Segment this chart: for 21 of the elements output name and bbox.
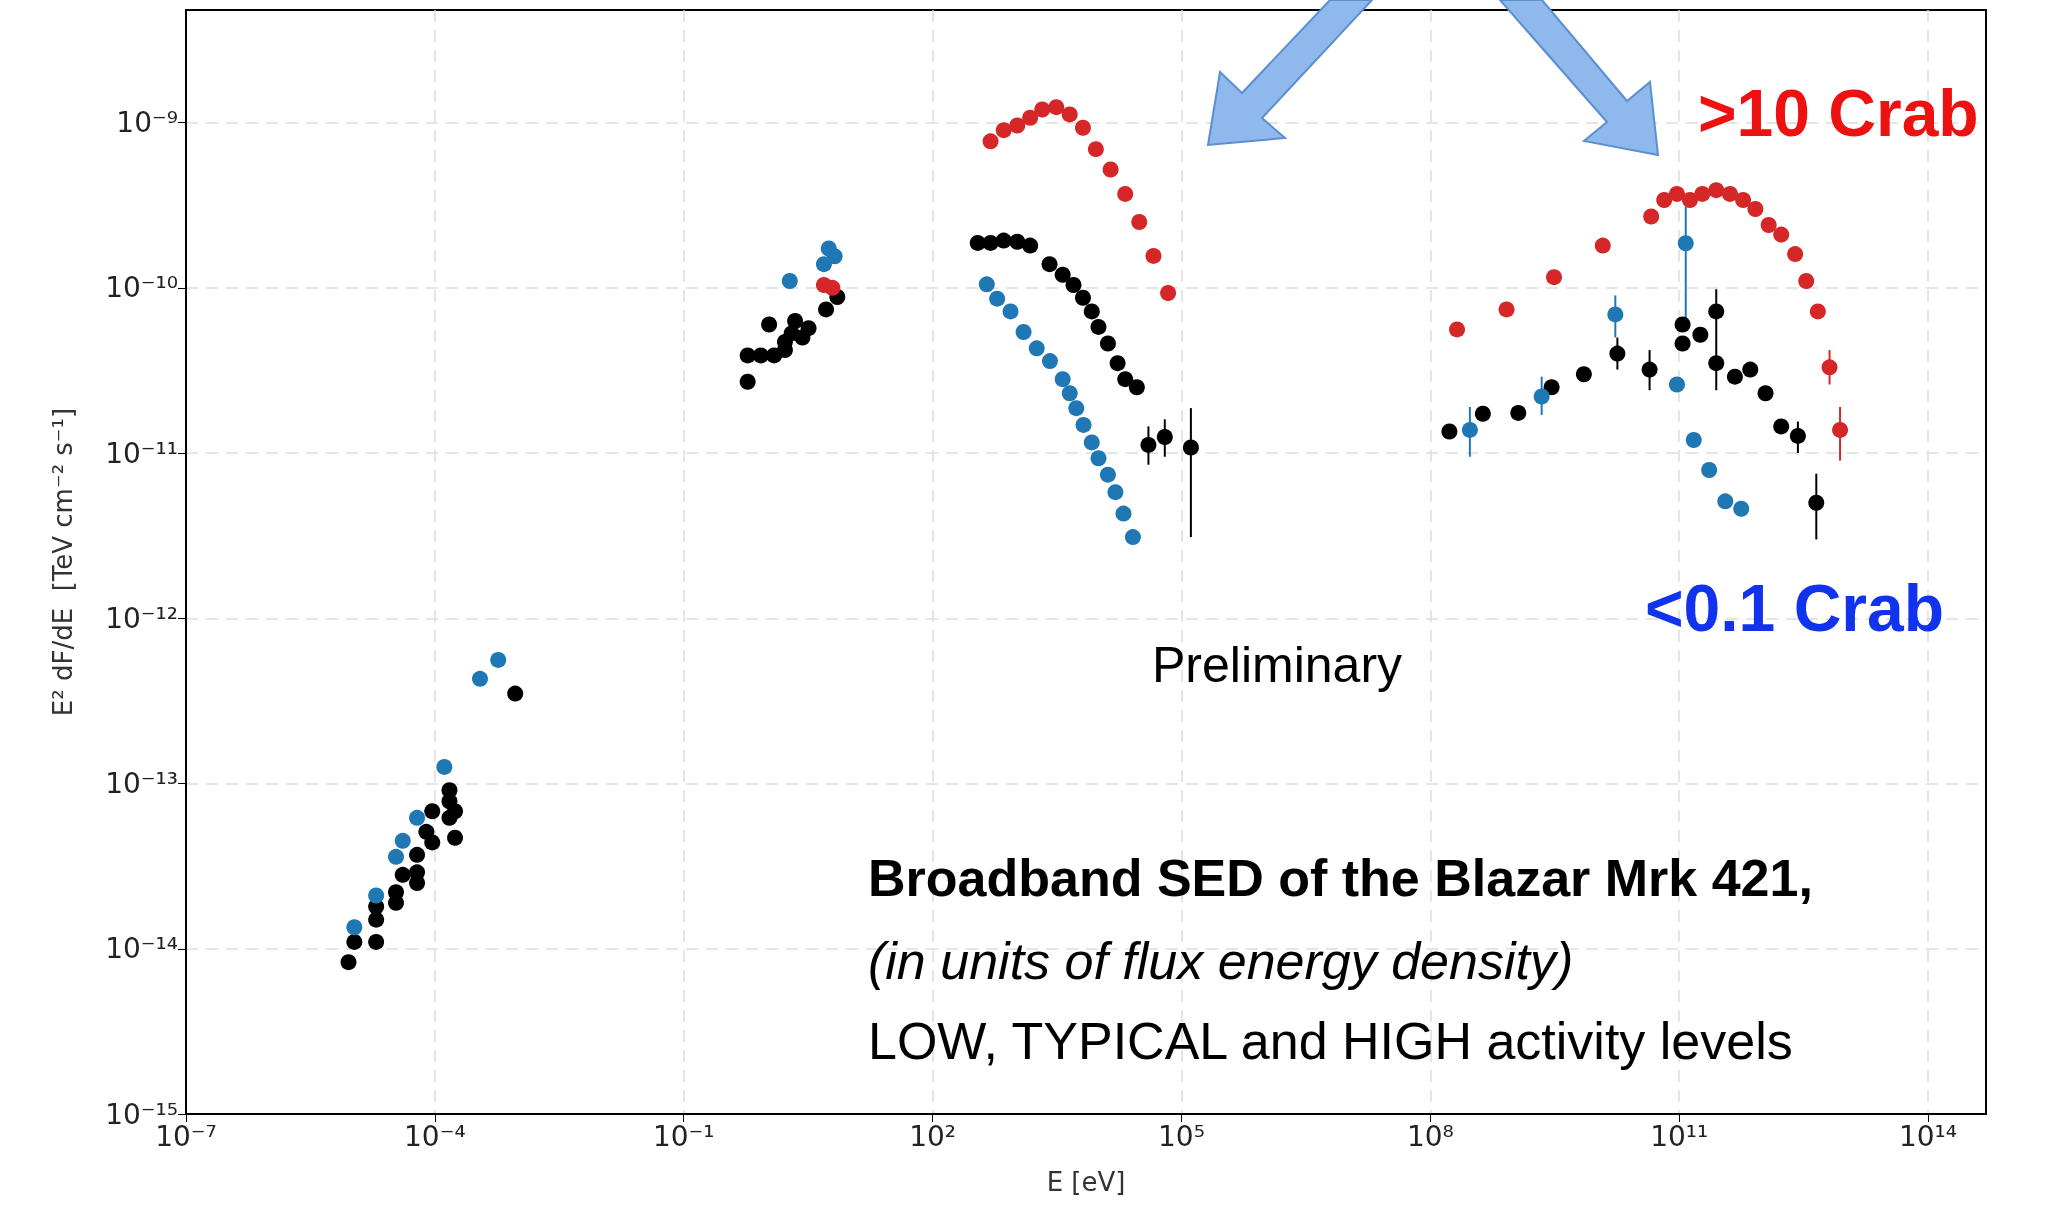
- annotation: (in units of flux energy density): [868, 932, 1574, 990]
- x-tick-label: 10⁻⁴: [404, 1119, 466, 1153]
- x-tick-label: 10⁸: [1406, 1119, 1454, 1153]
- x-axis-title: E [eV]: [1046, 1167, 1126, 1197]
- annotation: Broadband SED of the Blazar Mrk 421,: [868, 849, 1813, 907]
- x-tick-label: 10¹⁴: [1898, 1119, 1958, 1153]
- y-tick-label: 10⁻⁹: [116, 106, 178, 140]
- annotation: <0.1 Crab: [1645, 571, 1944, 645]
- x-tick-label: 10⁻¹: [652, 1119, 715, 1153]
- annotation: Preliminary: [1152, 637, 1403, 693]
- y-tick-label: 10⁻¹⁰: [105, 271, 178, 305]
- x-tick-label: 10²: [909, 1119, 957, 1153]
- y-axis-title: E² dF/dE [TeV cm⁻² s⁻¹]: [48, 407, 78, 717]
- x-tick-label: 10¹¹: [1650, 1119, 1709, 1153]
- x-tick-label: 10⁵: [1158, 1119, 1205, 1153]
- y-tick-label: 10⁻¹³: [105, 767, 178, 801]
- y-tick-label: 10⁻¹⁴: [105, 932, 178, 966]
- annotation: >10 Crab: [1698, 76, 1979, 150]
- y-tick-label: 10⁻¹²: [105, 601, 178, 635]
- y-tick-label: 10⁻¹¹: [105, 436, 178, 470]
- annotation: LOW, TYPICAL and HIGH activity levels: [868, 1012, 1793, 1070]
